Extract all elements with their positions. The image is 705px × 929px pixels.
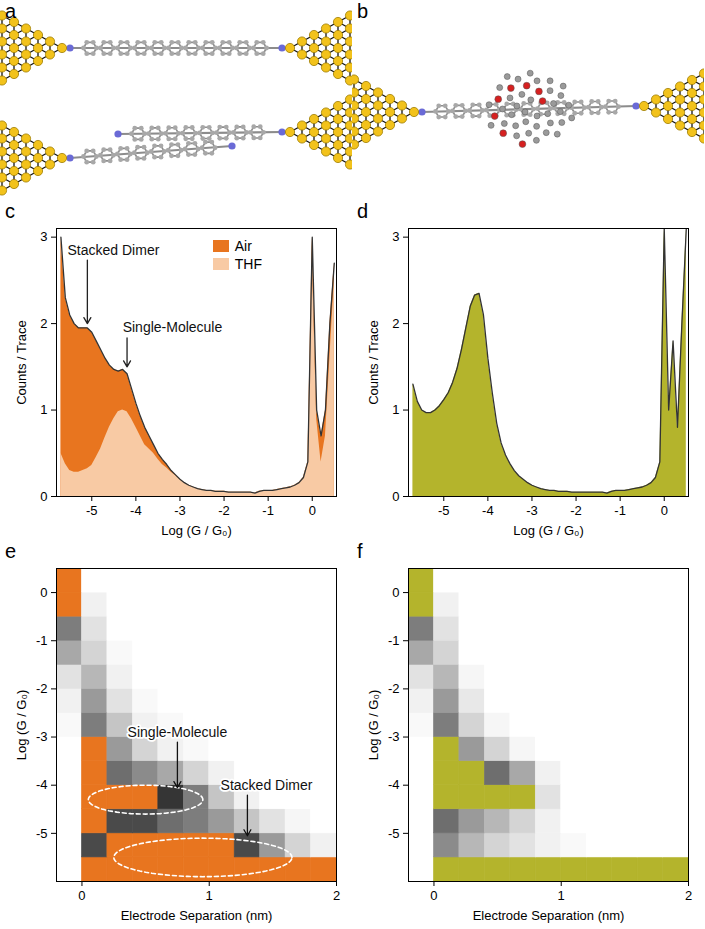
svg-text:0: 0: [392, 585, 399, 600]
svg-text:2: 2: [685, 888, 692, 903]
svg-text:Counts / Trace: Counts / Trace: [366, 320, 381, 405]
svg-text:2: 2: [392, 316, 399, 331]
svg-text:-5: -5: [86, 503, 98, 518]
html-text:THF: THF: [234, 256, 262, 272]
svg-text:Log (G / G₀): Log (G / G₀): [161, 523, 231, 538]
svg-text:1: 1: [40, 402, 47, 417]
svg-text:2: 2: [333, 888, 340, 903]
svg-text:Stacked Dimer: Stacked Dimer: [68, 242, 160, 258]
html-text:c: c: [5, 200, 15, 222]
svg-text:-5: -5: [36, 826, 48, 841]
svg-text:-2: -2: [570, 503, 582, 518]
html-text:d: d: [357, 200, 369, 222]
svg-text:-4: -4: [130, 503, 142, 518]
svg-text:Stacked Dimer: Stacked Dimer: [221, 777, 313, 793]
svg-text:-3: -3: [174, 503, 186, 518]
svg-text:-4: -4: [36, 777, 48, 792]
svg-text:-4: -4: [388, 777, 400, 792]
svg-text:Single-Molecule: Single-Molecule: [123, 319, 223, 335]
svg-text:-2: -2: [36, 681, 48, 696]
svg-text:Electrode Separation (nm): Electrode Separation (nm): [121, 908, 273, 923]
svg-text:-3: -3: [526, 503, 538, 518]
svg-text:1: 1: [558, 888, 565, 903]
svg-text:3: 3: [392, 229, 399, 244]
svg-text:-3: -3: [388, 729, 400, 744]
svg-text:Counts / Trace: Counts / Trace: [14, 320, 29, 405]
svg-text:0: 0: [40, 489, 47, 504]
svg-text:2: 2: [40, 316, 47, 331]
svg-text:-5: -5: [438, 503, 450, 518]
svg-text:0: 0: [40, 585, 47, 600]
svg-text:0: 0: [661, 503, 668, 518]
svg-text:Log (G / G₀): Log (G / G₀): [513, 523, 583, 538]
svg-text:-2: -2: [218, 503, 230, 518]
svg-text:-1: -1: [36, 633, 48, 648]
html-text:Air: Air: [234, 238, 252, 254]
svg-text:1: 1: [392, 402, 399, 417]
svg-text:0: 0: [392, 489, 399, 504]
svg-text:0: 0: [78, 888, 85, 903]
svg-text:-1: -1: [388, 633, 400, 648]
svg-text:Single-Molecule: Single-Molecule: [128, 724, 228, 740]
html-text:b: b: [357, 0, 369, 22]
svg-text:0: 0: [309, 503, 316, 518]
svg-text:-4: -4: [482, 503, 494, 518]
svg-text:Log (G / G₀): Log (G / G₀): [14, 690, 29, 760]
svg-text:-2: -2: [388, 681, 400, 696]
svg-text:-1: -1: [614, 503, 626, 518]
svg-text:1: 1: [206, 888, 213, 903]
svg-text:Log (G / G₀): Log (G / G₀): [366, 690, 381, 760]
svg-text:-3: -3: [36, 729, 48, 744]
html-text:f: f: [357, 540, 363, 562]
svg-text:-1: -1: [262, 503, 274, 518]
svg-text:3: 3: [40, 229, 47, 244]
html-text:e: e: [5, 540, 17, 562]
html-text:a: a: [5, 0, 17, 22]
svg-text:-5: -5: [388, 826, 400, 841]
svg-text:0: 0: [430, 888, 437, 903]
svg-text:Electrode Separation (nm): Electrode Separation (nm): [473, 908, 625, 923]
